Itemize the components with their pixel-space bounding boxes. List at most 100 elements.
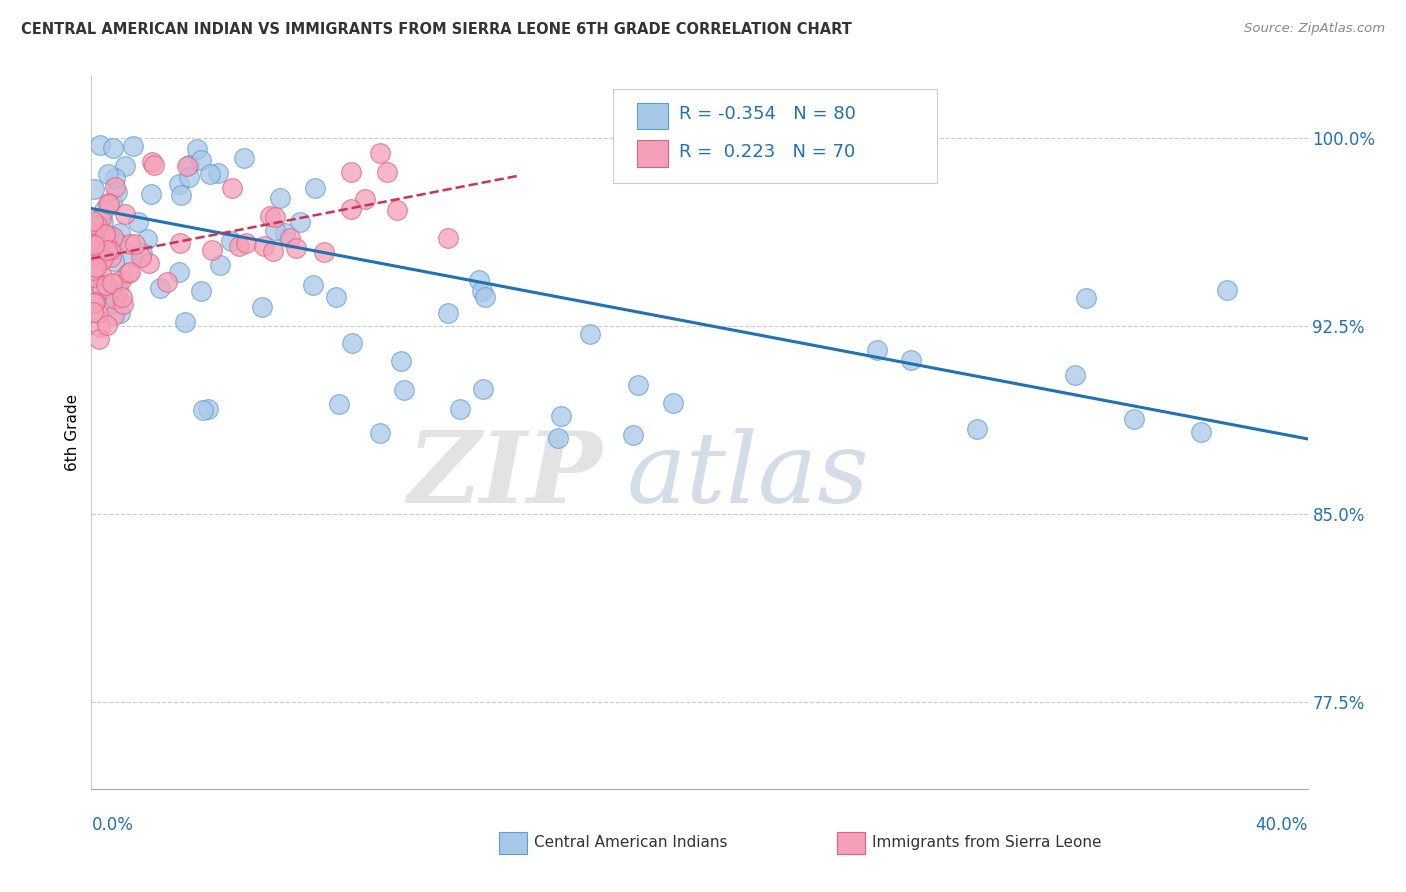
Point <box>82 269 104 284</box>
Point <box>264 210 287 224</box>
Point <box>1216 283 1239 297</box>
Point <box>86 221 108 235</box>
Point <box>86 219 108 233</box>
Text: ZIP: ZIP <box>408 427 602 524</box>
Point <box>235 235 257 250</box>
Point <box>141 154 163 169</box>
Point <box>368 425 391 440</box>
Point <box>169 235 191 250</box>
Point <box>104 170 127 185</box>
Point <box>84 260 107 274</box>
Point <box>339 165 361 179</box>
Point <box>91 215 114 229</box>
Point <box>110 273 132 287</box>
Point <box>89 277 111 292</box>
Point <box>1122 411 1144 425</box>
Point <box>169 188 191 202</box>
Point <box>101 230 124 244</box>
Point <box>104 180 127 194</box>
Point <box>156 275 179 289</box>
Point <box>96 318 118 332</box>
Point <box>98 197 121 211</box>
Point <box>89 137 111 152</box>
Point <box>264 223 287 237</box>
Point <box>135 232 157 246</box>
Text: 0.0%: 0.0% <box>91 816 134 834</box>
Point <box>328 397 350 411</box>
Point <box>107 283 129 297</box>
Point <box>340 335 363 350</box>
Point <box>131 250 153 264</box>
Point <box>468 272 491 286</box>
Point <box>375 164 398 178</box>
Point <box>198 167 221 181</box>
Point <box>94 228 117 243</box>
Point <box>96 277 118 292</box>
Point <box>111 297 134 311</box>
Point <box>87 306 110 320</box>
Point <box>550 409 572 424</box>
Text: Central American Indians: Central American Indians <box>534 836 728 850</box>
Point <box>100 250 122 264</box>
Point <box>259 209 281 223</box>
Point <box>474 290 496 304</box>
Point <box>105 234 128 248</box>
Point <box>83 252 105 267</box>
Text: CENTRAL AMERICAN INDIAN VS IMMIGRANTS FROM SIERRA LEONE 6TH GRADE CORRELATION CH: CENTRAL AMERICAN INDIAN VS IMMIGRANTS FR… <box>21 22 852 37</box>
Point <box>83 295 105 310</box>
Point <box>191 403 214 417</box>
Point <box>97 297 120 311</box>
Point <box>228 239 250 253</box>
Point <box>471 284 494 298</box>
Point <box>111 290 134 304</box>
Point <box>82 263 104 277</box>
Point <box>174 315 197 329</box>
Point <box>221 181 243 195</box>
Point <box>197 402 219 417</box>
Point <box>394 383 416 397</box>
Point <box>89 320 111 334</box>
Point <box>94 227 117 241</box>
Point <box>621 428 644 442</box>
Point <box>110 226 132 240</box>
Point <box>354 192 377 206</box>
Point <box>91 252 114 267</box>
Point <box>103 309 125 323</box>
Point <box>177 170 200 185</box>
Point <box>104 292 127 306</box>
Point <box>167 265 190 279</box>
Point <box>83 237 105 252</box>
Point <box>84 237 107 252</box>
Point <box>437 306 460 320</box>
Point <box>304 181 326 195</box>
Point <box>138 256 160 270</box>
Point <box>288 215 311 229</box>
Point <box>114 159 136 173</box>
Point <box>312 245 335 260</box>
Point <box>97 228 120 243</box>
Point <box>97 195 120 210</box>
Point <box>176 159 198 173</box>
Point <box>97 167 120 181</box>
Point <box>278 231 301 245</box>
Text: atlas: atlas <box>627 428 869 523</box>
Point <box>966 422 988 436</box>
Point <box>82 249 104 263</box>
Point <box>368 146 391 161</box>
Point <box>121 250 143 264</box>
Point <box>103 254 125 268</box>
Point <box>96 244 118 258</box>
Text: R = -0.354   N = 80: R = -0.354 N = 80 <box>679 105 856 123</box>
Point <box>83 233 105 247</box>
Point <box>1076 291 1098 305</box>
Point <box>84 234 107 248</box>
Point <box>114 207 136 221</box>
Point <box>101 195 124 210</box>
Point <box>167 177 190 191</box>
Point <box>94 232 117 246</box>
Point <box>118 265 141 279</box>
Point <box>131 246 153 260</box>
Point <box>82 304 104 318</box>
Point <box>83 182 105 196</box>
Point <box>250 300 273 314</box>
